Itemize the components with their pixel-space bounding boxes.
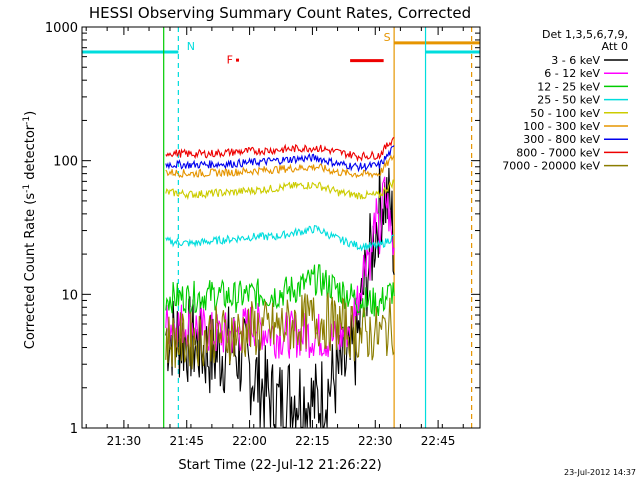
plot-frame [81,26,481,429]
y-label-sup2: -1 [22,116,32,125]
footer-date: 23-Jul-2012 14:37 [564,468,636,477]
x-axis-label: Start Time (22-Jul-12 21:26:22) [178,458,381,473]
y-label-end: ) [23,111,38,116]
series-line [165,136,395,163]
legend-entry-label: 800 - 7000 keV [516,146,600,159]
y-axis-label: Corrected Count Rate (s-1 detector-1) [22,111,38,349]
legend-entry-label: 12 - 25 keV [537,80,600,93]
chart-title: HESSI Observing Summary Count Rates, Cor… [89,4,471,22]
y-label-mid: detector [23,124,38,184]
x-tick-label: 21:45 [169,434,204,448]
y-label-part1: Corrected Count Rate (s [23,193,38,350]
x-tick-label: 22:15 [295,434,330,448]
series-line [165,154,395,179]
x-tick-label: 22:45 [421,434,456,448]
legend-entry-label: 6 - 12 keV [544,67,600,80]
flag-label-n: N [187,40,195,53]
legend-entry-label: 300 - 800 keV [523,133,600,146]
flag-marker-label: F [227,54,233,67]
series-line [165,264,395,318]
y-tick-label: 1 [70,422,78,437]
legend-header-1: Det 1,3,5,6,7,9, [542,28,628,41]
legend-header-2: Att 0 [602,40,628,53]
series-line [165,225,395,252]
flag-marker-dot [236,58,240,62]
y-tick-label: 10 [61,288,78,303]
flag-label-s: S [384,31,391,44]
series-line [165,145,395,173]
series-line [165,292,395,370]
y-tick-label: 1000 [45,21,78,36]
y-label-sup1: -1 [22,184,32,193]
legend-entry-label: 7000 - 20000 keV [502,160,600,173]
x-tick-label: 22:00 [232,434,267,448]
y-tick-label: 100 [53,155,78,170]
x-tick-label: 22:30 [358,434,393,448]
x-tick-label: 21:30 [107,434,142,448]
legend-entry-label: 25 - 50 keV [537,94,600,107]
legend-entry-label: 3 - 6 keV [551,54,600,67]
legend-entry-label: 50 - 100 keV [530,107,600,120]
legend-entry-label: 100 - 300 keV [523,120,600,133]
series-line [165,179,395,201]
